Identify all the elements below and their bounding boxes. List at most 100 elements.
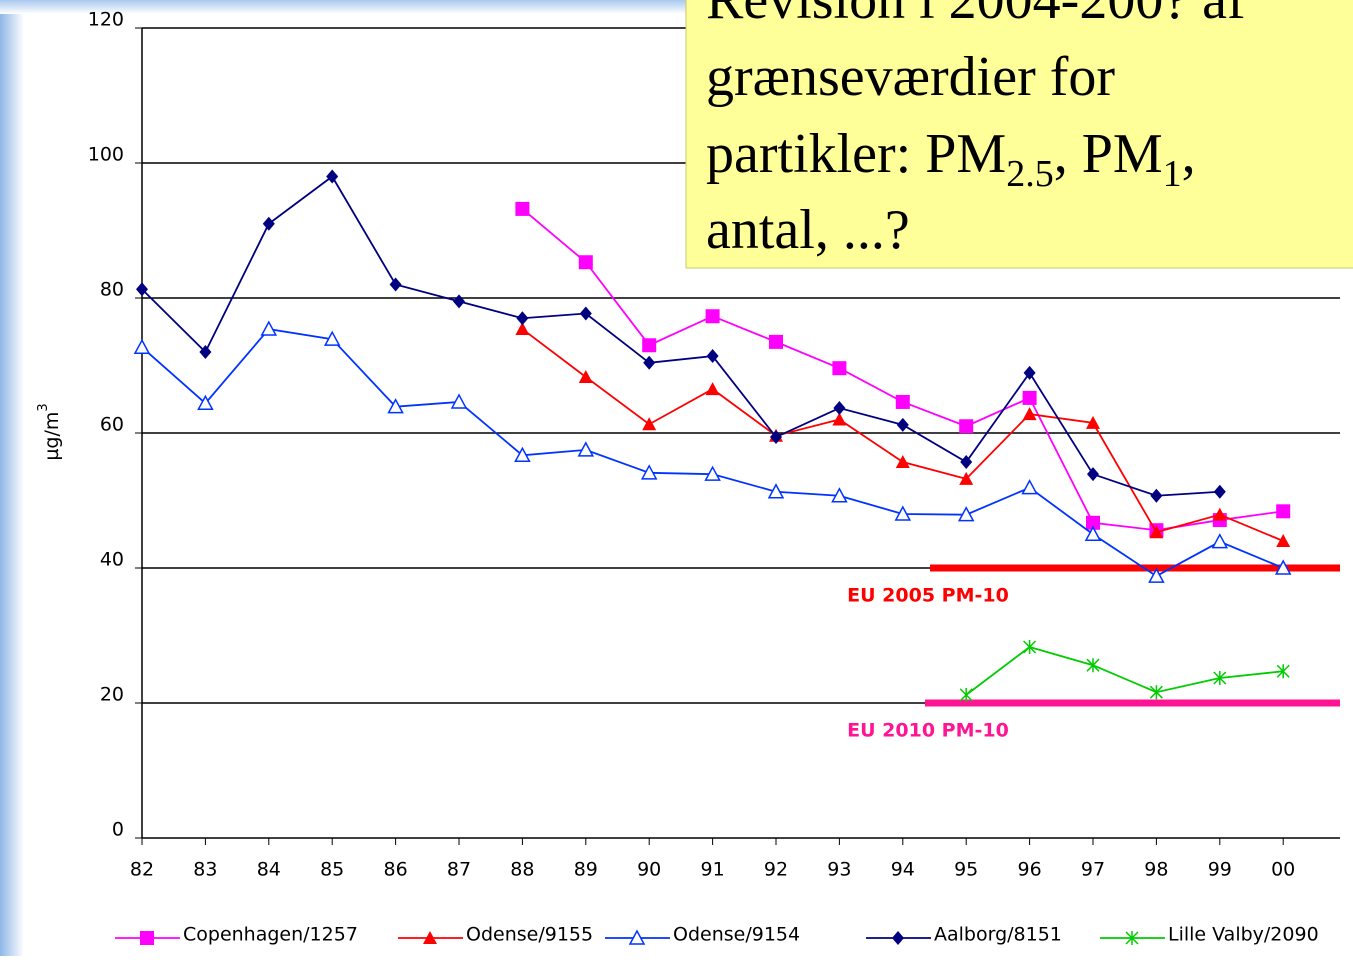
- marker: [577, 441, 595, 457]
- x-tick-label: 98: [1144, 859, 1168, 881]
- x-tick-label: 87: [447, 859, 471, 881]
- marker: [770, 430, 782, 445]
- y-axis-label: µg/m3: [36, 403, 63, 460]
- marker: [1021, 479, 1038, 495]
- marker: [133, 338, 151, 355]
- annotation-line: partikler: PM2.5, PM1,: [706, 123, 1196, 195]
- y-tick-label: 60: [100, 414, 124, 436]
- reference-label: EU 2005 PM-10: [847, 585, 1009, 607]
- legend-label: Odense/9154: [673, 924, 800, 946]
- marker: [578, 255, 593, 270]
- legend-item: Copenhagen/1257: [115, 924, 358, 946]
- legend-label: Aalborg/8151: [934, 924, 1062, 946]
- marker: [1212, 507, 1227, 521]
- marker: [833, 401, 846, 416]
- y-tick-label: 100: [88, 144, 124, 166]
- marker: [767, 483, 785, 499]
- y-tick-label: 40: [100, 549, 124, 571]
- marker: [705, 382, 720, 396]
- marker: [1086, 658, 1100, 673]
- x-tick-label: 94: [891, 859, 915, 881]
- marker: [1213, 484, 1226, 499]
- marker: [1086, 515, 1100, 530]
- legend-item: Odense/9154: [605, 924, 800, 946]
- annotation-line: grænseværdier for: [706, 46, 1115, 108]
- marker: [1148, 567, 1165, 583]
- marker: [262, 216, 275, 231]
- marker: [704, 465, 721, 481]
- marker: [423, 931, 437, 944]
- x-tick-label: 83: [193, 859, 217, 881]
- series-line: [965, 645, 1284, 696]
- marker: [1211, 533, 1229, 549]
- marker: [387, 398, 404, 414]
- x-tick-label: 96: [1018, 859, 1042, 881]
- x-tick-label: 91: [701, 859, 725, 881]
- marker: [453, 294, 465, 309]
- legend-item: Odense/9155: [398, 924, 593, 946]
- marker: [1276, 504, 1291, 519]
- marker: [1274, 559, 1292, 575]
- marker: [579, 306, 592, 321]
- marker: [516, 311, 529, 326]
- marker: [1087, 467, 1099, 482]
- x-tick-label: 84: [257, 859, 281, 881]
- marker: [1023, 639, 1037, 654]
- y-tick-label: 20: [100, 684, 124, 706]
- marker: [1213, 671, 1227, 686]
- marker: [895, 455, 910, 469]
- y-tick-label: 120: [88, 9, 124, 31]
- marker: [896, 417, 909, 432]
- marker: [1276, 664, 1290, 679]
- marker: [515, 201, 530, 216]
- marker: [450, 393, 468, 409]
- marker: [514, 446, 531, 463]
- annotation-bg: [685, 0, 1353, 269]
- legend-label: Lille Valby/2090: [1168, 924, 1319, 946]
- x-tick-label: 99: [1208, 859, 1232, 881]
- y-tick-label: 0: [112, 819, 124, 841]
- marker: [1150, 488, 1163, 503]
- marker: [959, 419, 974, 434]
- marker: [894, 505, 912, 521]
- x-tick-label: 92: [764, 859, 788, 881]
- x-tick-label: 95: [954, 859, 978, 881]
- y-tick-label: 80: [100, 279, 124, 301]
- marker: [1022, 407, 1037, 421]
- marker: [892, 931, 904, 945]
- marker: [1149, 685, 1163, 700]
- marker: [832, 412, 847, 426]
- marker: [628, 929, 646, 945]
- x-tick-label: 97: [1081, 859, 1105, 881]
- annotation-line: antal, ...?: [706, 199, 910, 261]
- reference-label: EU 2010 PM-10: [847, 720, 1009, 742]
- marker: [1022, 390, 1037, 405]
- series-line: [141, 175, 1220, 497]
- marker: [197, 394, 214, 411]
- marker: [199, 345, 212, 359]
- annotation-line: Revision i 2004-200? af: [706, 0, 1246, 31]
- legend-label: Copenhagen/1257: [183, 924, 358, 946]
- ann-sub: 1: [1163, 153, 1182, 195]
- left-band: [0, 0, 24, 956]
- marker: [1023, 365, 1036, 380]
- marker: [140, 931, 154, 945]
- x-tick-label: 82: [130, 859, 154, 881]
- marker: [578, 369, 593, 383]
- marker: [260, 320, 278, 336]
- x-tick-label: 89: [574, 859, 598, 881]
- marker: [831, 487, 848, 503]
- legend-label: Odense/9155: [466, 924, 593, 946]
- legend-item: Lille Valby/2090: [1100, 924, 1319, 946]
- marker: [1086, 415, 1100, 429]
- x-tick-label: 00: [1271, 859, 1295, 881]
- ann-text: partikler: PM: [706, 123, 1006, 185]
- marker: [959, 687, 973, 702]
- marker: [832, 361, 847, 376]
- y-label-sup: 3: [36, 403, 51, 411]
- x-tick-label: 86: [384, 859, 408, 881]
- marker: [515, 322, 530, 336]
- marker: [136, 282, 148, 297]
- x-tick-label: 85: [320, 859, 344, 881]
